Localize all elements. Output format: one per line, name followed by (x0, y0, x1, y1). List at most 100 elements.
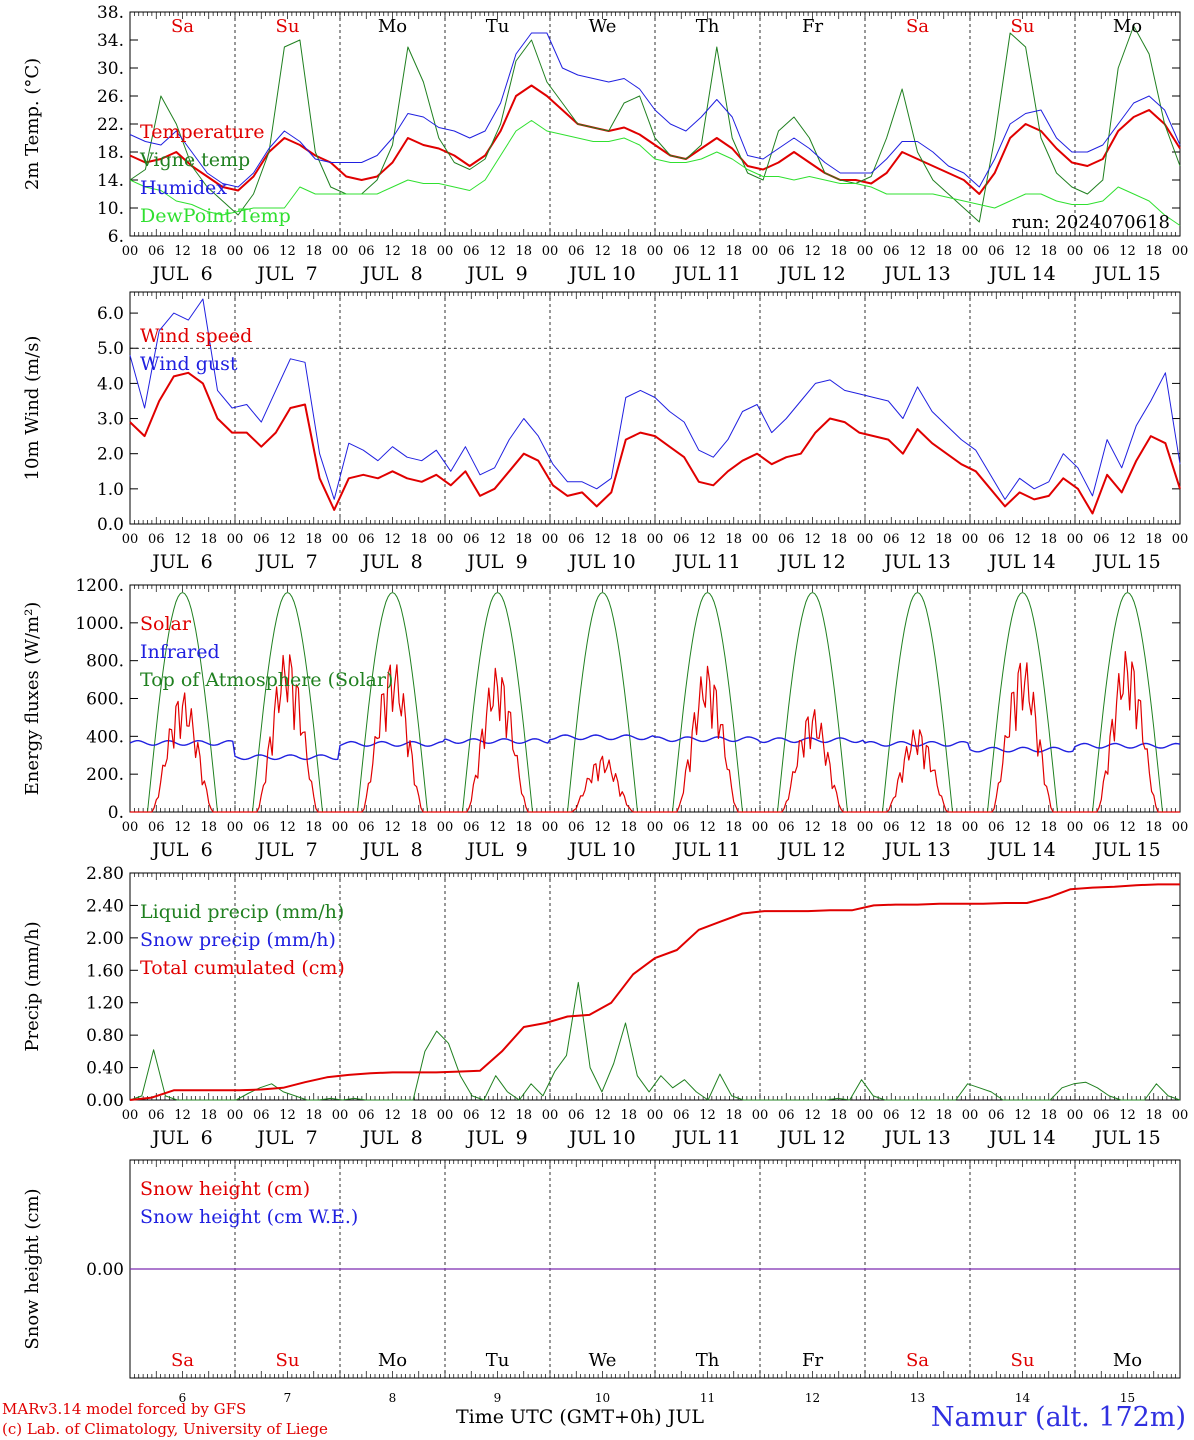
y-tick-label: 0.80 (86, 1026, 124, 1046)
y-tick-label: 1000. (75, 614, 124, 634)
hour-tick-label: 06 (778, 532, 795, 547)
y-tick-label: 1200. (75, 576, 124, 596)
hour-tick-label: 12 (909, 1108, 926, 1123)
panel-precip: 0.00 0.40 0.80 1.20 1.60 2.00 2.40 2.80 Precip (… (22, 864, 1188, 1149)
hour-tick-label: 00 (752, 532, 769, 547)
legend-entry: Snow precip (mm/h) (140, 929, 336, 951)
hour-tick-label: 06 (673, 532, 690, 547)
hour-tick-label: 00 (437, 1108, 454, 1123)
day-label: JUL 7 (255, 263, 317, 285)
hour-tick-label: 12 (384, 1108, 401, 1123)
hour-tick-label: 18 (935, 1108, 952, 1123)
y-tick-label: 2.40 (86, 896, 124, 916)
hour-tick-label: 06 (1093, 820, 1110, 835)
hour-tick-label: 00 (647, 1108, 664, 1123)
weekday-label: Sa (906, 16, 929, 37)
series-wind-gust (129, 298, 1181, 500)
y-tick-label: 2.0 (97, 445, 124, 465)
hour-tick-label: 06 (1093, 532, 1110, 547)
hour-tick-label: 12 (1119, 244, 1136, 259)
hour-tick-label: 06 (673, 820, 690, 835)
hour-tick-label: 00 (437, 244, 454, 259)
weekday-label: Fr (802, 16, 823, 37)
hour-tick-label: 18 (200, 532, 217, 547)
hour-tick-label: 06 (358, 1108, 375, 1123)
hour-tick-label: 00 (1172, 244, 1189, 259)
hour-tick-label: 18 (410, 244, 427, 259)
y-axis-label: 10m Wind (m/s) (22, 336, 43, 481)
hour-tick-label: 00 (437, 820, 454, 835)
y-tick-label: 6.0 (97, 304, 124, 324)
hour-tick-label: 06 (988, 820, 1005, 835)
series-solar (130, 651, 1180, 813)
hour-tick-label: 12 (279, 532, 296, 547)
y-tick-label: 1.20 (86, 994, 124, 1014)
hour-tick-label: 18 (830, 820, 847, 835)
hour-tick-label: 06 (778, 244, 795, 259)
weekday-label: Su (276, 1350, 300, 1371)
day-number-label: 15 (1120, 1391, 1135, 1405)
weekday-label: Sa (906, 1350, 929, 1371)
day-number-label: 9 (494, 1391, 502, 1405)
hour-tick-label: 12 (909, 244, 926, 259)
day-label: JUL 15 (1092, 551, 1160, 573)
y-tick-label: 10. (97, 199, 124, 219)
hour-tick-label: 00 (1067, 532, 1084, 547)
weekday-label: We (589, 1350, 617, 1371)
hour-tick-label: 00 (962, 820, 979, 835)
hour-tick-label: 12 (1119, 532, 1136, 547)
day-label: JUL 6 (150, 1127, 212, 1149)
hour-tick-label: 06 (568, 820, 585, 835)
weekday-label: Tu (486, 1350, 510, 1371)
legend-entry: Total cumulated (cm) (140, 957, 345, 979)
day-label: JUL 9 (465, 839, 527, 861)
legend-entry: Wind speed (140, 325, 252, 347)
day-label: JUL 7 (255, 1127, 317, 1149)
y-tick-label: 1.0 (97, 480, 124, 500)
day-label: JUL 14 (987, 839, 1055, 861)
hour-tick-label: 18 (305, 1108, 322, 1123)
y-tick-label: 0.00 (86, 1091, 124, 1111)
legend-entry: Solar (140, 613, 192, 635)
hour-tick-label: 12 (174, 820, 191, 835)
y-tick-label: 200. (86, 765, 124, 785)
hour-tick-label: 12 (699, 1108, 716, 1123)
day-label: JUL 7 (255, 839, 317, 861)
hour-tick-label: 12 (1014, 532, 1031, 547)
day-label: JUL 10 (567, 263, 635, 285)
day-label: JUL 9 (465, 263, 527, 285)
y-tick-label: 1.60 (86, 961, 124, 981)
hour-tick-label: 00 (962, 244, 979, 259)
weekday-label: Th (696, 1350, 720, 1371)
hour-tick-label: 00 (647, 532, 664, 547)
hour-tick-label: 18 (1040, 532, 1057, 547)
hour-tick-label: 06 (883, 532, 900, 547)
station-title: Namur (alt. 172m) (930, 1402, 1186, 1433)
hour-tick-label: 12 (174, 244, 191, 259)
weekday-label: Sa (171, 16, 194, 37)
hour-tick-label: 18 (620, 244, 637, 259)
hour-tick-label: 18 (1040, 244, 1057, 259)
hour-tick-label: 06 (148, 1108, 165, 1123)
hour-tick-label: 00 (647, 820, 664, 835)
day-label: JUL 13 (882, 551, 950, 573)
y-tick-label: 0.40 (86, 1059, 124, 1079)
day-label: JUL 12 (777, 551, 845, 573)
weekday-label: Su (1011, 1350, 1035, 1371)
day-label: JUL 12 (777, 839, 845, 861)
hour-tick-label: 06 (463, 532, 480, 547)
hour-tick-label: 00 (122, 532, 139, 547)
hour-tick-label: 12 (1119, 820, 1136, 835)
hour-tick-label: 12 (1014, 244, 1031, 259)
legend-entry: Top of Atmosphere (Solar) (140, 669, 393, 691)
y-tick-label: 800. (86, 652, 124, 672)
hour-tick-label: 00 (857, 1108, 874, 1123)
weekday-label: Mo (378, 1350, 407, 1371)
lab-credit: (c) Lab. of Climatology, University of L… (2, 1420, 328, 1438)
hour-tick-label: 12 (489, 244, 506, 259)
hour-tick-label: 00 (227, 244, 244, 259)
hour-tick-label: 12 (1014, 1108, 1031, 1123)
hour-tick-label: 06 (253, 1108, 270, 1123)
day-number-label: 7 (284, 1391, 292, 1405)
